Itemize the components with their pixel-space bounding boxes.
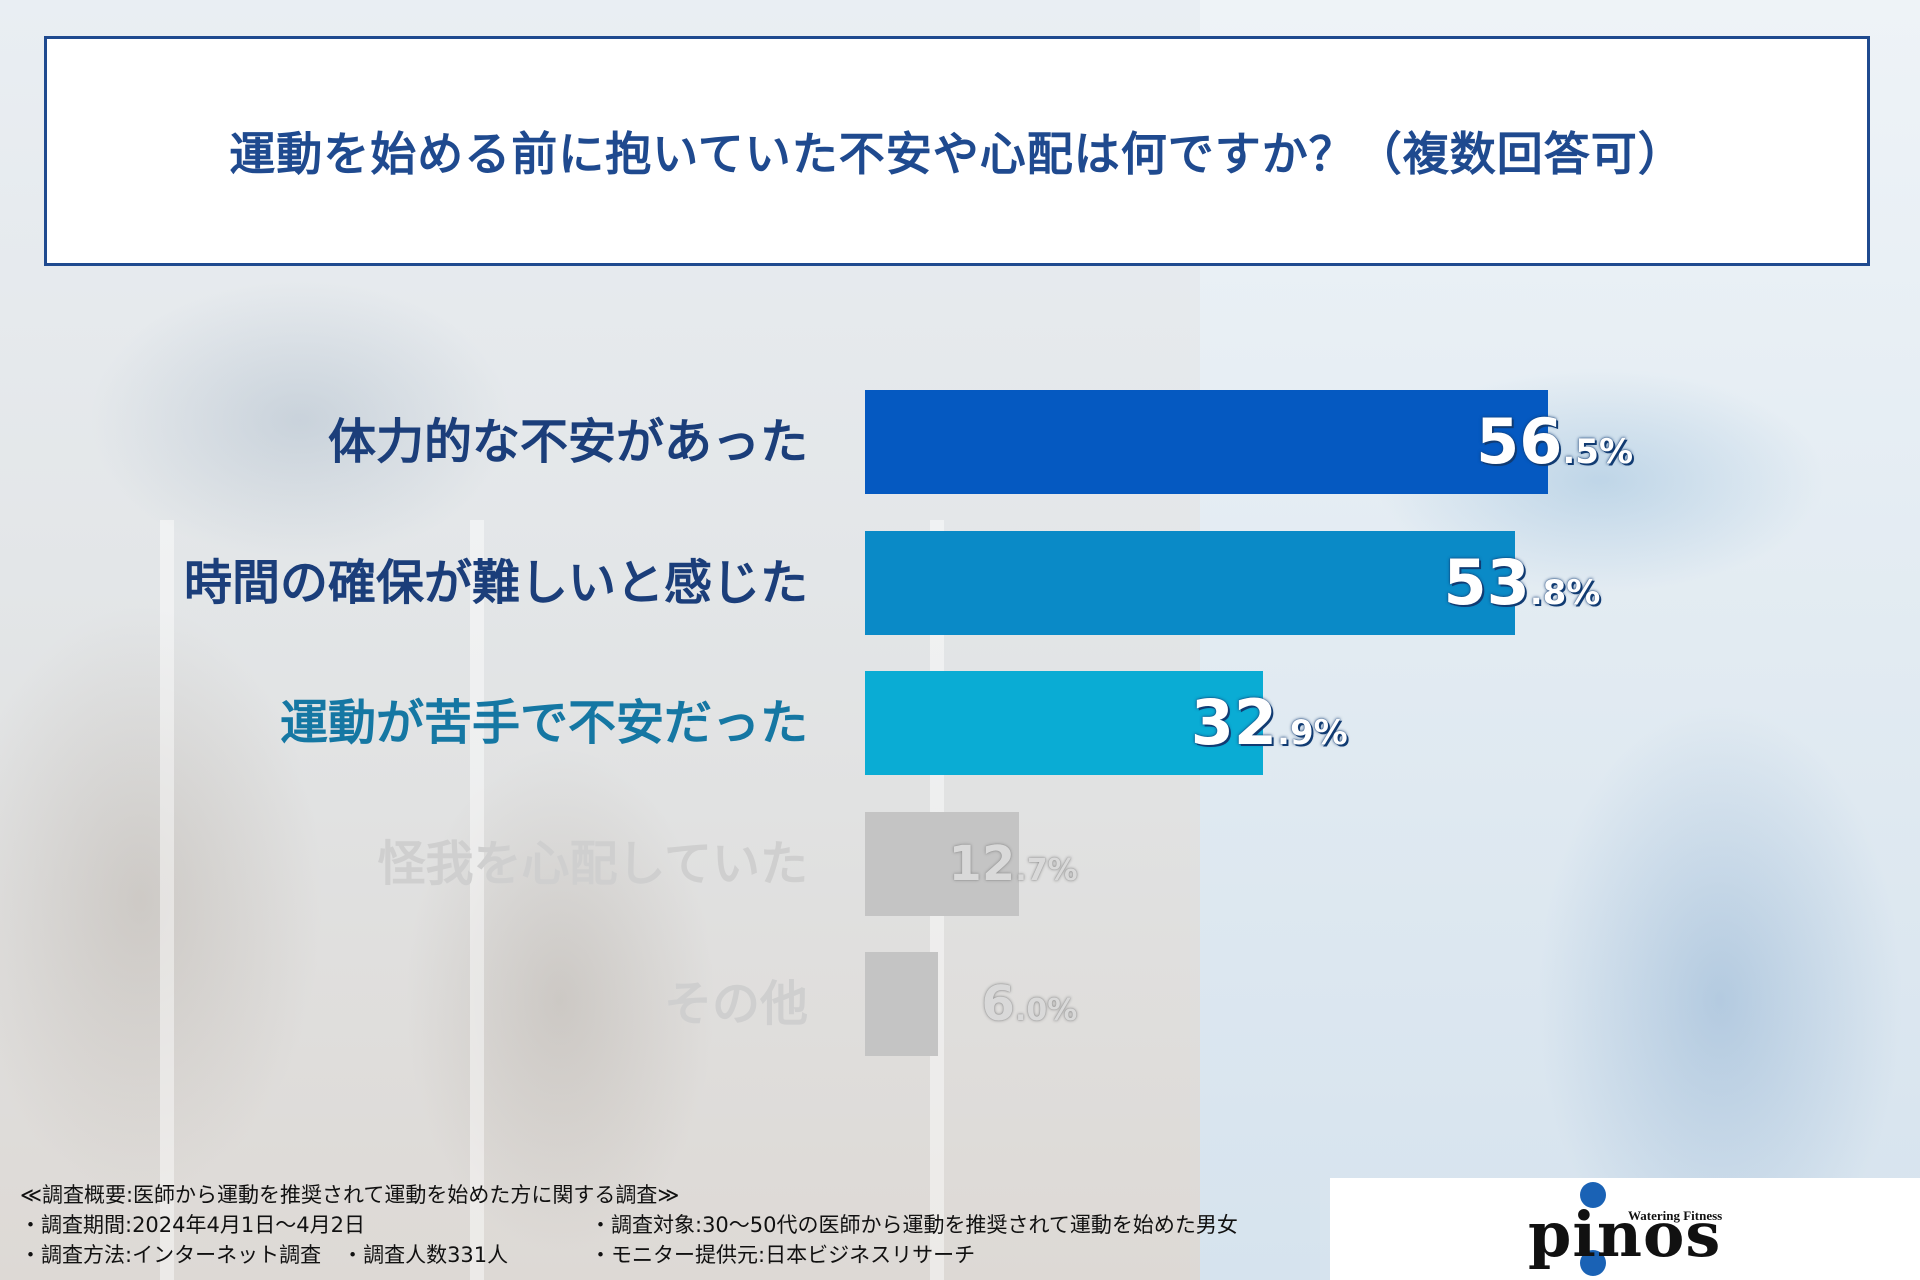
- value-decimal: .7: [1015, 853, 1048, 888]
- notes-method: ・調査方法:インターネット調査 ・調査人数331人: [20, 1243, 509, 1267]
- logo-dot: [1580, 1250, 1606, 1276]
- value-decimal: .5: [1562, 432, 1599, 472]
- background-pillar: [160, 520, 174, 1280]
- value-label: 53.8%: [1443, 531, 1600, 635]
- bar: [865, 812, 1019, 916]
- notes-target: ・調査対象:30〜50代の医師から運動を推奨されて運動を始めた男女: [590, 1213, 1238, 1237]
- bar: [865, 531, 1516, 635]
- survey-notes: ≪調査概要:医師から運動を推奨されて運動を始めた方に関する調査≫ ・調査期間:2…: [20, 1180, 1320, 1270]
- value-percent-sign: %: [1598, 432, 1634, 472]
- value-integer: 12: [948, 836, 1016, 892]
- value-decimal: .0: [1014, 993, 1048, 1028]
- value-integer: 32: [1190, 686, 1278, 759]
- notes-period: ・調査期間:2024年4月1日〜4月2日: [20, 1213, 365, 1237]
- value-decimal: .8: [1529, 573, 1567, 613]
- value-integer: 56: [1476, 405, 1563, 478]
- logo-dot: [1580, 1182, 1606, 1208]
- category-label: その他: [663, 976, 808, 1032]
- bar-chart: 体力的な不安があった 56.5% 時間の確保が難しいと感じた 53.8% 運動が苦手で不…: [0, 380, 1920, 1060]
- value-percent-sign: %: [1566, 573, 1601, 613]
- notes-provider: ・モニター提供元:日本ビジネスリサーチ: [590, 1243, 976, 1267]
- bar: [865, 390, 1549, 494]
- background-pillar: [470, 520, 484, 1280]
- value-label: 56.5%: [1476, 390, 1633, 494]
- value-decimal: .9: [1277, 713, 1314, 753]
- value-percent-sign: %: [1313, 713, 1348, 753]
- category-label: 運動が苦手で不安だった: [279, 695, 808, 751]
- value-percent-sign: %: [1047, 853, 1078, 888]
- logo-tagline: Watering Fitness: [1628, 1208, 1723, 1223]
- value-label: 32.9%: [1191, 671, 1348, 775]
- value-label: 12.7%: [949, 812, 1078, 916]
- pinos-logo: pinos Watering Fitness: [1330, 1178, 1920, 1280]
- category-label: 時間の確保が難しいと感じた: [183, 555, 808, 611]
- bar: [865, 671, 1263, 775]
- chart-title: 運動を始める前に抱いていた不安や心配は何ですか？（複数回答可）: [229, 127, 1685, 181]
- logo-wordmark: pinos: [1528, 1198, 1722, 1271]
- category-label: 体力的な不安があった: [327, 414, 808, 470]
- value-percent-sign: %: [1047, 993, 1078, 1028]
- bar: [865, 952, 938, 1056]
- notes-heading: ≪調査概要:医師から運動を推奨されて運動を始めた方に関する調査≫: [20, 1183, 680, 1207]
- value-integer: 6: [981, 976, 1015, 1032]
- value-integer: 53: [1443, 546, 1530, 619]
- category-label: 怪我を心配していた: [377, 836, 808, 892]
- value-label: 6.0%: [982, 952, 1078, 1056]
- title-box: 運動を始める前に抱いていた不安や心配は何ですか？（複数回答可）: [44, 36, 1870, 266]
